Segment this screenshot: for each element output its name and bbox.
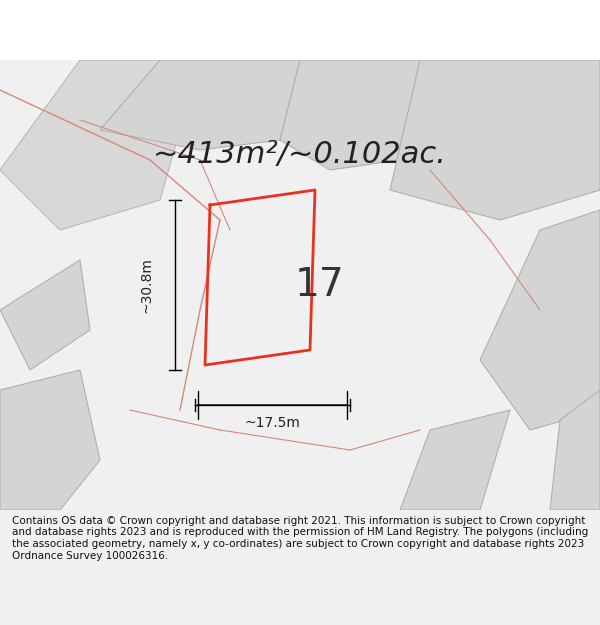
Polygon shape bbox=[390, 60, 600, 220]
Polygon shape bbox=[0, 370, 100, 510]
Polygon shape bbox=[0, 260, 90, 370]
Text: 17, HIGH LEA CLOSE, OSWESTRY, SY11 1SX: 17, HIGH LEA CLOSE, OSWESTRY, SY11 1SX bbox=[116, 8, 484, 22]
Polygon shape bbox=[550, 390, 600, 510]
Text: ~30.8m: ~30.8m bbox=[140, 257, 154, 313]
Polygon shape bbox=[280, 60, 430, 170]
Text: ~413m²/~0.102ac.: ~413m²/~0.102ac. bbox=[153, 141, 447, 169]
Polygon shape bbox=[0, 60, 200, 230]
Text: Contains OS data © Crown copyright and database right 2021. This information is : Contains OS data © Crown copyright and d… bbox=[12, 516, 588, 561]
Polygon shape bbox=[480, 210, 600, 430]
Polygon shape bbox=[100, 60, 300, 150]
Text: ~17.5m: ~17.5m bbox=[245, 416, 301, 430]
Text: 17: 17 bbox=[295, 266, 345, 304]
Polygon shape bbox=[400, 410, 510, 510]
Text: Map shows position and indicative extent of the property.: Map shows position and indicative extent… bbox=[108, 39, 492, 51]
